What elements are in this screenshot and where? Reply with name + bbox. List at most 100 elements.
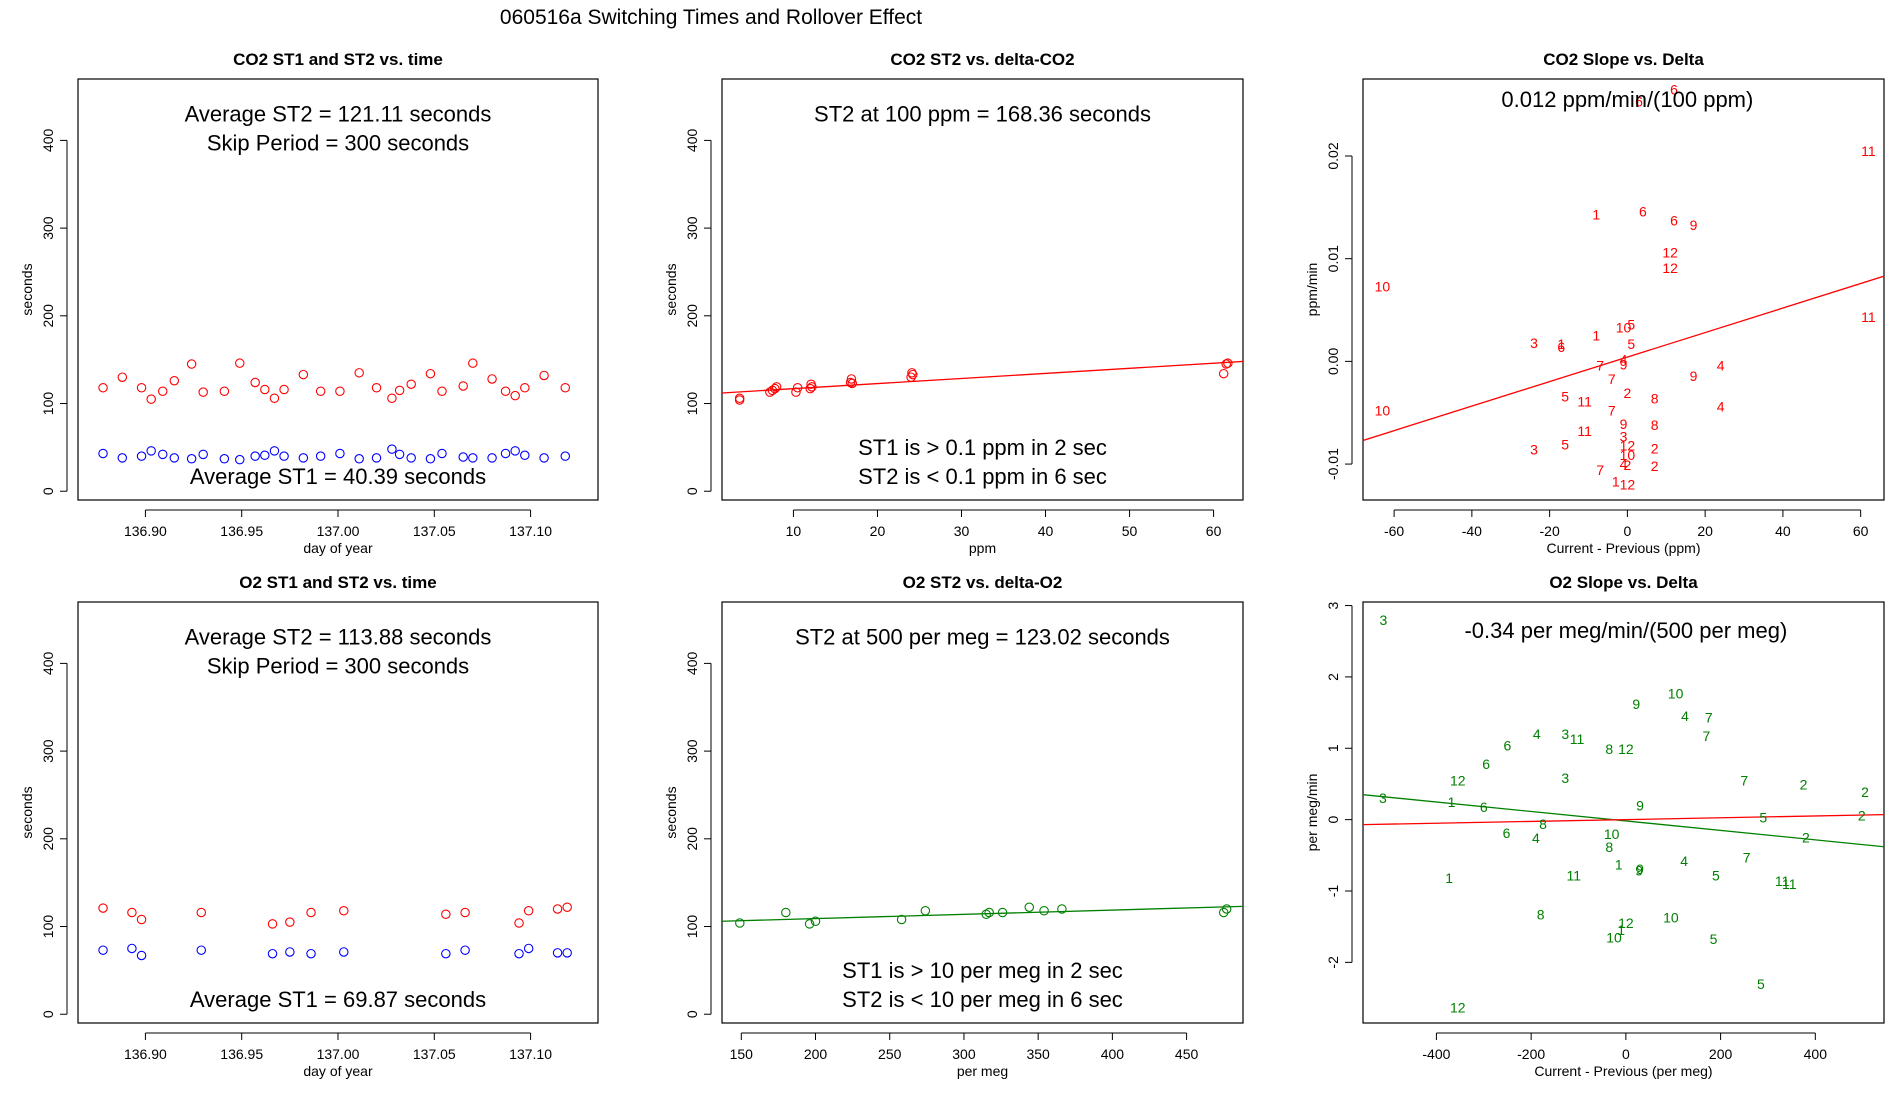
y-tick-label: 2 xyxy=(1325,673,1341,681)
y-tick-label: 300 xyxy=(684,216,700,240)
data-point xyxy=(441,909,451,919)
data-layer xyxy=(722,358,1243,405)
data-point-label: 5 xyxy=(1561,388,1569,404)
annotation: ST1 is > 10 per meg in 2 sec xyxy=(842,958,1123,983)
x-axis-label: day of year xyxy=(303,1063,373,1079)
data-point xyxy=(908,369,918,380)
y-tick-label: 0.00 xyxy=(1325,348,1341,375)
data-point xyxy=(514,948,524,959)
data-point xyxy=(315,386,326,396)
data-point-label: 8 xyxy=(1537,907,1545,923)
y-tick-label: 300 xyxy=(40,739,56,763)
x-tick-label: -400 xyxy=(1422,1046,1450,1062)
x-tick-label: 300 xyxy=(952,1046,976,1062)
data-point-label: 12 xyxy=(1618,915,1634,931)
data-point xyxy=(847,378,857,389)
data-point-label: 4 xyxy=(1532,830,1540,846)
data-point-label: 9 xyxy=(1620,356,1628,372)
y-tick-label: 300 xyxy=(40,216,56,240)
data-point-label: 11 xyxy=(1775,873,1790,889)
data-point xyxy=(298,453,309,463)
data-point-label: 7 xyxy=(1608,403,1616,419)
data-point-label: 6 xyxy=(1670,81,1678,97)
data-point-label: 4 xyxy=(1620,351,1628,367)
data-point xyxy=(781,907,791,918)
data-point-label: 9 xyxy=(1690,217,1698,233)
data-point xyxy=(267,919,278,929)
data-point xyxy=(460,945,470,955)
data-point-label: 1 xyxy=(1592,328,1600,344)
data-point-label: 7 xyxy=(1743,849,1751,865)
data-point-label: 1 xyxy=(1448,794,1456,810)
data-point xyxy=(514,918,524,928)
data-point xyxy=(896,914,907,925)
data-point xyxy=(335,448,345,459)
data-point-label: 10 xyxy=(1604,826,1620,842)
plot-frame xyxy=(1362,78,1885,501)
annotation: Average ST1 = 40.39 seconds xyxy=(190,464,486,489)
data-point xyxy=(285,947,295,957)
data-point-label: 12 xyxy=(1450,772,1466,788)
data-point xyxy=(1221,359,1231,369)
data-point xyxy=(520,382,530,393)
data-point xyxy=(146,446,156,456)
x-tick-label: 137.05 xyxy=(413,1046,456,1062)
data-point xyxy=(552,948,563,958)
y-tick-label: 0.02 xyxy=(1325,142,1341,169)
data-point-label: 2 xyxy=(1802,829,1810,845)
x-tick-label: 137.10 xyxy=(509,1046,552,1062)
data-point-label: 11 xyxy=(1570,731,1585,747)
data-point-label: 6 xyxy=(1670,213,1678,229)
data-point xyxy=(552,904,563,914)
data-point xyxy=(394,449,405,460)
data-point xyxy=(260,450,270,461)
chart-co2-st2-delta: CO2 ST2 vs. delta-CO2 10 20 30 40 50 60 ppm 0 100… xyxy=(663,50,1244,556)
y-tick-label: 300 xyxy=(684,739,700,763)
data-point xyxy=(198,387,208,397)
annotation: Skip Period = 300 seconds xyxy=(207,654,469,679)
data-point xyxy=(186,359,197,369)
data-point xyxy=(441,948,451,959)
fit-line xyxy=(722,360,1243,394)
data-point-label: 3 xyxy=(1530,335,1538,351)
chart-co2-st-time: CO2 ST1 and ST2 vs. time 136.90 136.95 137.… xyxy=(19,50,599,556)
data-point xyxy=(520,450,530,461)
data-point xyxy=(127,943,137,954)
data-point-label: 9 xyxy=(1632,696,1640,712)
fit-line xyxy=(1363,813,1884,826)
chart-co2-slope-delta: CO2 Slope vs. Delta -60 -40 -20 0 20 40 60 Curre… xyxy=(1304,50,1885,556)
data-point xyxy=(306,907,316,918)
data-point-label: 6 xyxy=(1504,737,1512,753)
data-point-label: 11 xyxy=(1577,393,1592,409)
data-point xyxy=(169,453,180,463)
x-tick-label: 200 xyxy=(804,1046,828,1062)
x-tick-label: 350 xyxy=(1026,1046,1050,1062)
y-tick-label: 0 xyxy=(40,487,56,495)
data-point xyxy=(260,384,270,395)
data-point-label: 9 xyxy=(1620,416,1628,432)
panels: CO2 ST1 and ST2 vs. time 136.90 136.95 137.… xyxy=(19,50,1885,1079)
data-point xyxy=(510,390,520,401)
data-point-label: 3 xyxy=(1379,612,1387,628)
x-tick-label: 137.10 xyxy=(509,523,552,539)
data-point xyxy=(791,387,801,397)
page-title: 060516a Switching Times and Rollover Eff… xyxy=(500,6,922,29)
y-tick-label: 400 xyxy=(684,652,700,676)
data-point xyxy=(371,382,382,393)
data-point-label: 5 xyxy=(1710,931,1718,947)
data-point xyxy=(425,368,436,379)
data-point xyxy=(371,453,382,463)
data-point xyxy=(279,384,289,395)
fit-line xyxy=(1363,275,1884,442)
data-point-label: 4 xyxy=(1717,399,1725,415)
x-axis-label: day of year xyxy=(303,540,373,556)
data-point-label: 2 xyxy=(1861,784,1869,800)
x-tick-label: 60 xyxy=(1206,523,1222,539)
data-point-label: 6 xyxy=(1557,339,1565,355)
data-point xyxy=(984,907,994,918)
data-point xyxy=(562,902,572,912)
data-layer xyxy=(98,358,571,465)
data-point xyxy=(186,454,197,464)
data-point xyxy=(487,453,497,463)
